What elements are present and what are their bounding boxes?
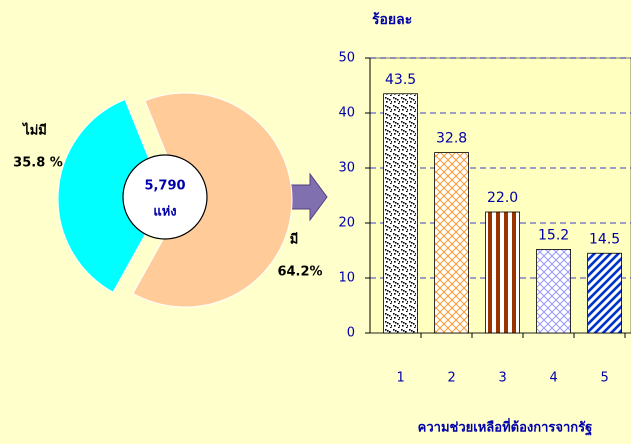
value-label: 32.8: [436, 131, 467, 147]
value-label: 43.5: [385, 72, 416, 88]
pie-slice: [132, 92, 293, 308]
bar: [383, 93, 419, 334]
arrow: [289, 172, 328, 222]
y-tick-label: 20: [338, 216, 355, 231]
x-tick-label: 5: [600, 371, 608, 386]
value-label: 22.0: [487, 190, 518, 206]
pie-category-label: ไม่มี: [21, 122, 47, 139]
x-tick-label: 2: [447, 371, 455, 386]
pie-category-label: มี: [290, 232, 299, 248]
center-text: แห่ง: [153, 205, 176, 220]
bar: [587, 252, 622, 334]
x-axis-title: ความช่วยเหลือที่ต้องการจากรัฐ: [418, 418, 593, 437]
x-tick-label: 1: [396, 371, 404, 386]
y-tick-label: 50: [338, 51, 355, 66]
bar: [434, 152, 470, 334]
pie-value-label: 35.8 %: [13, 156, 63, 171]
y-tick-label: 40: [338, 106, 355, 121]
center-circle: [122, 154, 208, 240]
x-tick-label: 3: [498, 371, 506, 386]
bar: [485, 211, 521, 334]
y-tick-label: 0: [347, 326, 355, 341]
value-label: 15.2: [538, 227, 569, 243]
x-tick-label: 4: [549, 371, 557, 386]
y-tick-label: 10: [338, 271, 355, 286]
center-text: 5,790: [144, 179, 185, 194]
pie-slice: [57, 98, 166, 293]
value-label: 14.5: [589, 231, 620, 247]
y-axis-title: ร้อยละ: [372, 12, 412, 28]
pie-value-label: 64.2%: [277, 265, 322, 280]
y-tick-label: 30: [338, 161, 355, 176]
bar: [536, 248, 571, 334]
